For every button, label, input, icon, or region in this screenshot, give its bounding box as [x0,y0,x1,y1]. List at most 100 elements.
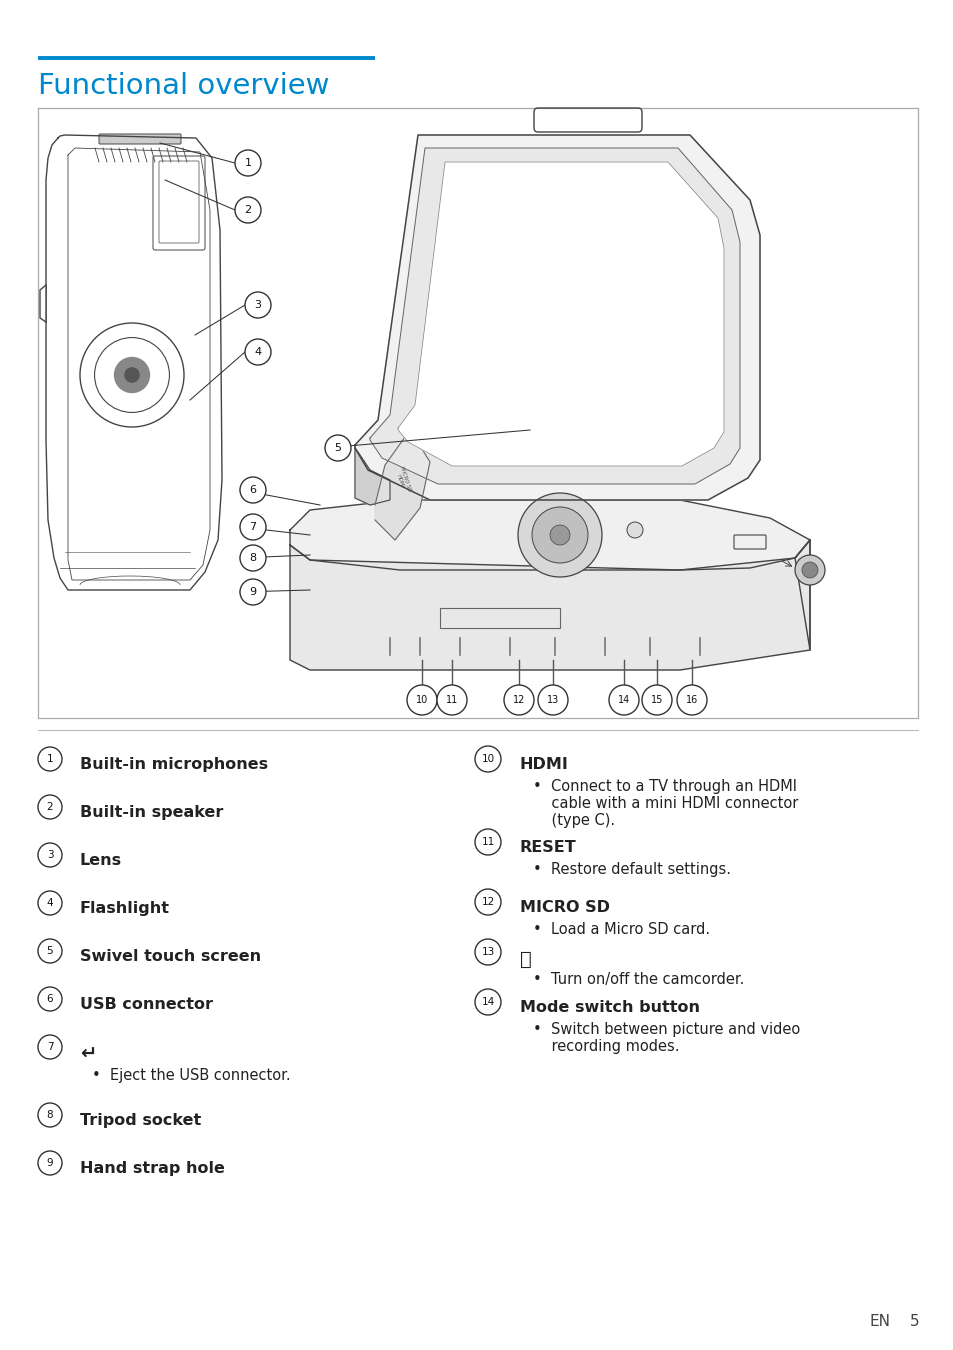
Circle shape [537,684,567,716]
Text: 3: 3 [254,300,261,310]
Text: USB connector: USB connector [80,998,213,1012]
Text: 4: 4 [254,347,261,356]
Text: Functional overview: Functional overview [38,72,329,100]
Circle shape [124,367,140,383]
Text: 3: 3 [47,850,53,860]
Circle shape [550,525,569,545]
Text: 10: 10 [481,755,494,764]
Text: MICRO SD
HDMI: MICRO SD HDMI [394,466,412,494]
Text: 7: 7 [47,1042,53,1052]
FancyBboxPatch shape [99,134,181,144]
Text: Built-in speaker: Built-in speaker [80,805,223,819]
Text: ↵: ↵ [80,1045,96,1064]
Circle shape [475,890,500,915]
Circle shape [626,522,642,539]
Text: •  Load a Micro SD card.: • Load a Micro SD card. [533,922,709,937]
Text: 13: 13 [546,695,558,705]
Text: (type C).: (type C). [533,813,615,828]
Circle shape [407,684,436,716]
Text: 5: 5 [909,1315,919,1330]
Text: 9: 9 [249,587,256,597]
Circle shape [38,891,62,915]
Text: 2: 2 [47,802,53,811]
Circle shape [325,435,351,460]
Text: MICRO SD: MICRO SD [519,900,609,915]
Circle shape [234,197,261,223]
Text: •  Restore default settings.: • Restore default settings. [533,863,730,878]
Text: EN: EN [869,1315,890,1330]
Text: 5: 5 [47,946,53,956]
Text: 14: 14 [618,695,630,705]
Polygon shape [397,162,723,466]
Text: 6: 6 [250,485,256,495]
Polygon shape [370,148,740,485]
Text: 2: 2 [244,205,252,215]
Text: 11: 11 [445,695,457,705]
Circle shape [608,684,639,716]
Text: 1: 1 [47,755,53,764]
Text: •  Eject the USB connector.: • Eject the USB connector. [91,1068,291,1083]
Text: 10: 10 [416,695,428,705]
Circle shape [240,477,266,504]
Text: 9: 9 [47,1158,53,1168]
Circle shape [475,940,500,965]
Circle shape [475,747,500,772]
Circle shape [240,545,266,571]
Polygon shape [290,540,809,670]
Circle shape [234,150,261,176]
Text: Swivel touch screen: Swivel touch screen [80,949,261,964]
Polygon shape [290,500,809,570]
Circle shape [38,1035,62,1058]
Text: ⏻: ⏻ [519,950,531,969]
Circle shape [38,795,62,819]
Circle shape [436,684,467,716]
Circle shape [475,829,500,855]
Text: 8: 8 [47,1110,53,1120]
Text: 5: 5 [335,443,341,454]
Text: Lens: Lens [80,853,122,868]
Text: •  Turn on/off the camcorder.: • Turn on/off the camcorder. [533,972,743,987]
Text: RESET: RESET [519,840,577,855]
Text: Hand strap hole: Hand strap hole [80,1161,225,1176]
Text: 6: 6 [47,994,53,1004]
Text: 12: 12 [513,695,525,705]
Circle shape [801,562,817,578]
Text: Mode switch button: Mode switch button [519,1000,700,1015]
Circle shape [245,292,271,319]
Polygon shape [375,431,430,540]
Circle shape [245,339,271,365]
Circle shape [641,684,671,716]
Text: 14: 14 [481,998,494,1007]
Text: •  Connect to a TV through an HDMI: • Connect to a TV through an HDMI [533,779,796,794]
Text: 12: 12 [481,896,494,907]
Circle shape [38,987,62,1011]
Text: Built-in microphones: Built-in microphones [80,757,268,772]
Circle shape [38,842,62,867]
Text: Flashlight: Flashlight [80,900,170,917]
Text: •  Switch between picture and video: • Switch between picture and video [533,1022,800,1037]
Text: cable with a mini HDMI connector: cable with a mini HDMI connector [533,796,798,811]
Circle shape [38,940,62,963]
Text: 7: 7 [249,522,256,532]
Text: 4: 4 [47,898,53,909]
Circle shape [517,493,601,576]
Circle shape [532,508,587,563]
Circle shape [503,684,534,716]
Text: 11: 11 [481,837,494,846]
Text: 1: 1 [244,158,252,167]
Circle shape [38,1152,62,1174]
Circle shape [475,990,500,1015]
Circle shape [677,684,706,716]
Polygon shape [355,135,760,500]
Text: 8: 8 [249,554,256,563]
Text: 16: 16 [685,695,698,705]
Circle shape [113,356,150,393]
Circle shape [38,1103,62,1127]
Text: Tripod socket: Tripod socket [80,1112,201,1129]
Circle shape [794,555,824,585]
Polygon shape [355,448,390,505]
Text: HDMI: HDMI [519,757,568,772]
Text: recording modes.: recording modes. [533,1040,679,1054]
Text: 13: 13 [481,946,494,957]
Circle shape [38,747,62,771]
